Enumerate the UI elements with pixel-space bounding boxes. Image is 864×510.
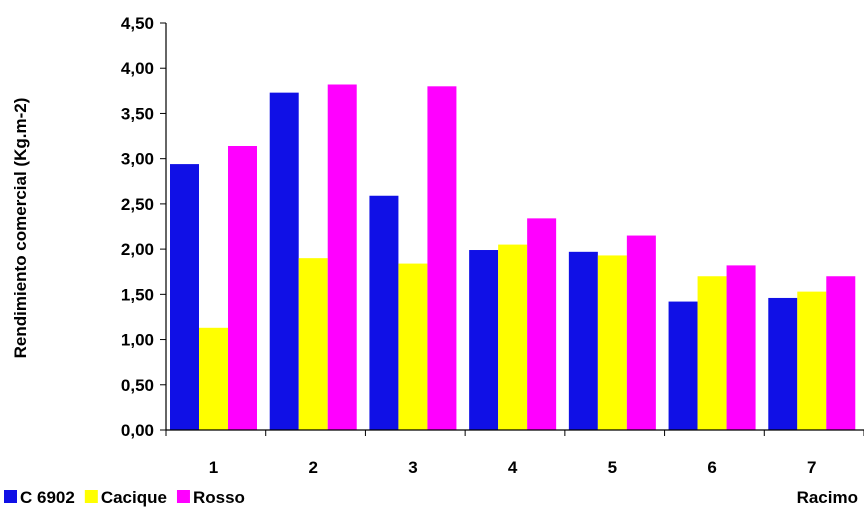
y-tick-label: 3,00 xyxy=(121,150,154,169)
x-axis-title: Racimo xyxy=(797,488,858,507)
x-tick-label: 7 xyxy=(807,458,816,477)
legend: C 6902 Cacique Rosso xyxy=(4,488,245,507)
y-axis-ticks: 0,00 0,50 1,00 1,50 2,00 2,50 3,00 3,50 4,00 4,50 xyxy=(121,14,166,440)
bar-group xyxy=(170,84,856,431)
y-tick-label: 4,00 xyxy=(121,59,154,78)
x-tick-label: 1 xyxy=(209,458,218,477)
bar-cacique-2 xyxy=(298,258,328,430)
bar-c-6902-1 xyxy=(170,164,199,431)
bar-cacique-3 xyxy=(398,263,428,430)
bar-rosso-1 xyxy=(228,146,257,430)
bar-rosso-4 xyxy=(527,218,557,430)
x-axis-ticks: 1 2 3 4 5 6 7 xyxy=(165,430,864,477)
bar-c-6902-7 xyxy=(768,297,798,430)
y-tick-label: 1,50 xyxy=(121,285,154,304)
bar-cacique-5 xyxy=(597,255,627,430)
bar-c-6902-4 xyxy=(469,250,499,430)
x-tick-label: 2 xyxy=(308,458,317,477)
y-tick-label: 3,50 xyxy=(121,104,154,123)
bar-c-6902-2 xyxy=(269,92,299,431)
bar-rosso-5 xyxy=(626,235,656,430)
bar-rosso-2 xyxy=(327,84,357,430)
y-tick-label: 1,00 xyxy=(121,331,154,350)
bar-cacique-6 xyxy=(697,276,727,430)
legend-label: Rosso xyxy=(193,488,245,507)
x-tick-label: 4 xyxy=(508,458,518,477)
y-tick-label: 2,00 xyxy=(121,240,154,259)
bar-rosso-7 xyxy=(826,276,856,430)
axes xyxy=(165,23,864,431)
legend-swatch xyxy=(84,490,98,503)
legend-swatch xyxy=(4,490,17,503)
legend-label: C 6902 xyxy=(20,488,75,507)
y-axis-title: Rendimiento comercial (Kg.m-2) xyxy=(11,98,30,359)
bar-cacique-4 xyxy=(498,244,528,430)
legend-swatch xyxy=(176,490,190,503)
y-tick-label: 4,50 xyxy=(121,14,154,33)
bar-cacique-1 xyxy=(199,327,228,430)
bar-c-6902-6 xyxy=(668,301,698,430)
x-tick-label: 6 xyxy=(707,458,716,477)
bar-c-6902-3 xyxy=(369,195,399,430)
y-tick-label: 2,50 xyxy=(121,195,154,214)
x-tick-label: 5 xyxy=(608,458,617,477)
bar-rosso-6 xyxy=(726,265,756,430)
legend-label: Cacique xyxy=(101,488,167,507)
y-tick-label: 0,50 xyxy=(121,376,154,395)
bar-rosso-3 xyxy=(427,86,457,431)
y-tick-label: 0,00 xyxy=(121,421,154,440)
x-tick-label: 3 xyxy=(408,458,417,477)
bar-cacique-7 xyxy=(797,291,827,430)
bar-c-6902-5 xyxy=(568,251,598,430)
